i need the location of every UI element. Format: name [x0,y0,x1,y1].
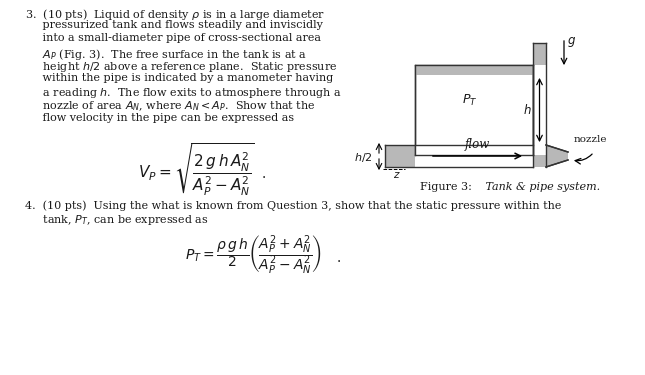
Bar [415,65,533,75]
Text: nozzle: nozzle [574,135,608,144]
Bar [415,145,533,167]
Text: within the pipe is indicated by a manometer having: within the pipe is indicated by a manome… [25,73,333,83]
Text: $h/2$: $h/2$ [354,150,372,164]
Text: $P_T$: $P_T$ [462,93,478,108]
Text: $h$: $h$ [523,103,531,117]
Text: Figure 3:: Figure 3: [420,182,472,192]
Bar [533,65,546,155]
Text: $P_T = \dfrac{\rho\,g\,h}{2}\left(\dfrac{A_P^2 + A_N^2}{A_P^2 - A_N^2}\right)$: $P_T = \dfrac{\rho\,g\,h}{2}\left(\dfrac… [185,234,322,276]
Text: nozzle of area $A_N$, where $A_N < A_P$.  Show that the: nozzle of area $A_N$, where $A_N < A_P$.… [25,99,315,113]
Text: flow: flow [465,138,490,151]
Text: $V_P = \sqrt{\dfrac{2\,g\,h\,A_N^2}{A_P^2 - A_N^2}}$: $V_P = \sqrt{\dfrac{2\,g\,h\,A_N^2}{A_P^… [138,142,255,198]
Polygon shape [546,145,568,167]
Text: $A_P$ (Fig. 3).  The free surface in the tank is at a: $A_P$ (Fig. 3). The free surface in the … [25,46,307,62]
Text: tank, $P_T$, can be expressed as: tank, $P_T$, can be expressed as [25,213,209,227]
Text: .: . [262,167,266,181]
Text: 3.  (10 pts)  Liquid of density $\rho$ is in a large diameter: 3. (10 pts) Liquid of density $\rho$ is … [25,7,325,22]
Text: .: . [337,251,341,265]
Bar [533,43,546,167]
Text: Tank & pipe system.: Tank & pipe system. [475,182,600,192]
Text: flow velocity in the pipe can be expressed as: flow velocity in the pipe can be express… [25,112,294,123]
Text: height $h/2$ above a reference plane.  Static pressure: height $h/2$ above a reference plane. St… [25,60,337,74]
Text: 4.  (10 pts)  Using the what is known from Question 3, show that the static pres: 4. (10 pts) Using the what is known from… [25,200,561,211]
Text: $z$: $z$ [393,170,401,180]
Bar [385,145,533,167]
Text: $g$: $g$ [567,35,576,49]
Bar [415,65,533,155]
Text: pressurized tank and flows steadily and inviscidly: pressurized tank and flows steadily and … [25,20,323,30]
Text: a reading $h$.  The flow exits to atmosphere through a: a reading $h$. The flow exits to atmosph… [25,86,342,100]
Text: into a small-diameter pipe of cross-sectional area: into a small-diameter pipe of cross-sect… [25,33,321,44]
